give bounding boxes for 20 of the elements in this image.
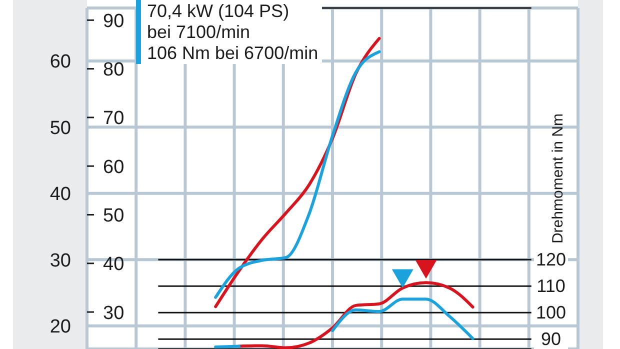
- y2-tick-label: 90: [103, 10, 124, 32]
- y3-axis-title: Drehmoment in Nm: [550, 113, 566, 244]
- annotation: 106 Nm bei 6700/min: [147, 43, 318, 64]
- y3-tick-label: 90: [540, 329, 562, 349]
- y2-tick-label: 30: [103, 302, 124, 324]
- y2-tick-label: 50: [103, 205, 124, 226]
- y-tick-label: 40: [50, 184, 71, 206]
- y-tick-label: 50: [50, 118, 71, 139]
- annotation: 70,4 kW (104 PS): [147, 1, 290, 22]
- y-tick-label: 60: [50, 52, 71, 73]
- y3-tick-label: 120: [536, 250, 566, 270]
- y2-tick-label: 80: [103, 60, 124, 81]
- y2-tick-label: 60: [103, 156, 124, 178]
- y2-tick-label: 40: [103, 254, 124, 276]
- annotation: bei 7100/min: [147, 22, 252, 43]
- y3-tick-label: 100: [536, 302, 566, 323]
- y-tick-label: 20: [50, 316, 71, 338]
- y3-tick-label: 110: [536, 276, 566, 296]
- y-tick-label: 30: [50, 250, 71, 272]
- y2-tick-label: 70: [103, 108, 124, 130]
